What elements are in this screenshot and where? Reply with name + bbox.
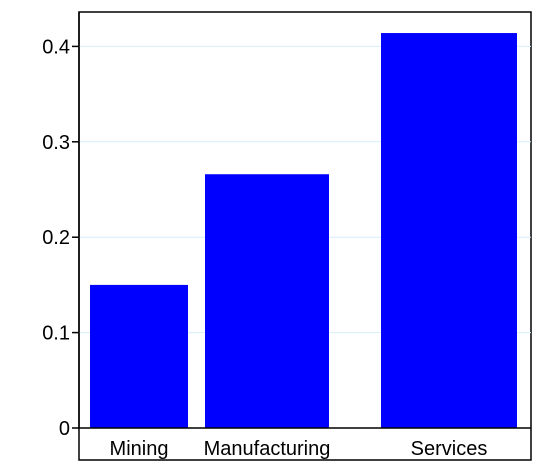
y-tick-label: 0.4	[42, 36, 70, 58]
bar-manufacturing	[205, 174, 329, 428]
bar-mining	[90, 284, 188, 428]
y-tick-label: 0.2	[42, 227, 70, 249]
y-tick-label: 0.3	[42, 132, 70, 154]
x-category-label: Services	[411, 438, 488, 460]
y-tick-label: 0	[59, 418, 70, 440]
y-axis-ticks: 0 0.1 0.2 0.3 0.4	[42, 36, 79, 440]
y-tick-label: 0.1	[42, 323, 70, 345]
x-category-label: Manufacturing	[204, 438, 331, 460]
x-category-label: Mining	[110, 438, 169, 460]
x-axis-labels: Mining Manufacturing Services	[110, 438, 488, 460]
bar-services	[381, 33, 517, 428]
bars	[90, 33, 517, 428]
